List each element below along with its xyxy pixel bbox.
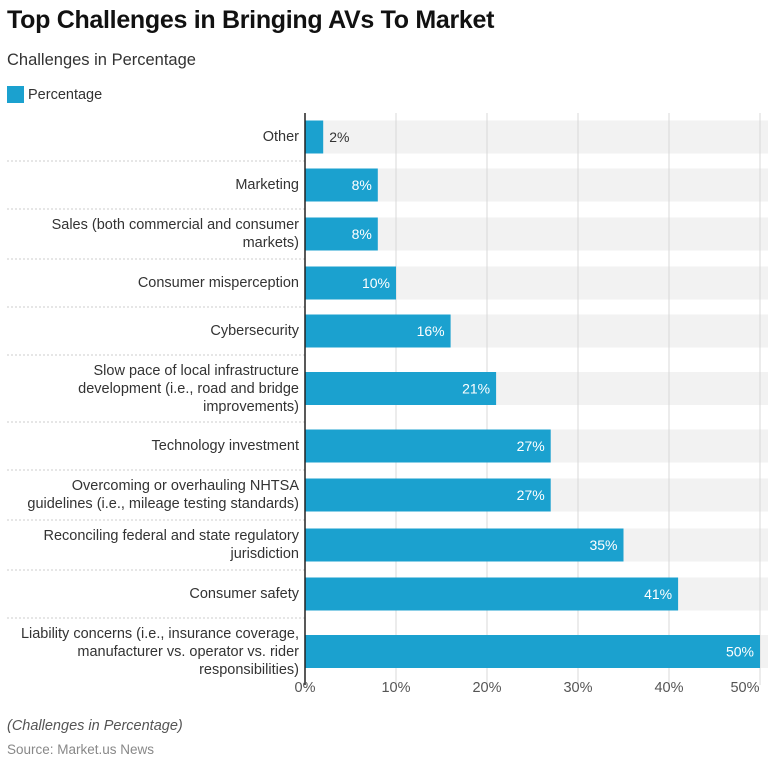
bar[interactable] xyxy=(305,429,551,463)
bar[interactable] xyxy=(305,577,679,611)
x-tick-label: 0% xyxy=(294,680,316,696)
data-label: 8% xyxy=(352,177,372,193)
data-label: 10% xyxy=(362,275,390,291)
bar[interactable] xyxy=(305,266,396,300)
bar[interactable] xyxy=(305,120,324,154)
data-label: 27% xyxy=(517,438,545,454)
data-label: 50% xyxy=(726,644,754,660)
bar-track xyxy=(305,168,768,202)
data-label: 41% xyxy=(644,586,672,602)
category-label: Technology investment xyxy=(151,438,300,454)
bar[interactable] xyxy=(305,372,497,405)
category-label: Liability concerns (i.e., insurance cove… xyxy=(20,625,299,678)
bar[interactable] xyxy=(305,217,378,251)
category-label: Cybersecurity xyxy=(210,323,299,339)
data-label: 35% xyxy=(589,537,617,553)
data-label: 21% xyxy=(462,381,490,397)
category-label: Consumer misperception xyxy=(137,275,299,291)
category-label: Consumer safety xyxy=(189,586,299,602)
x-tick-label: 40% xyxy=(654,680,684,696)
bar[interactable] xyxy=(305,478,551,512)
category-label: Sales (both commercial and consumer mark… xyxy=(51,217,299,251)
data-label: 2% xyxy=(329,129,349,145)
bar[interactable] xyxy=(305,528,624,562)
category-label: Slow pace of local infrastructure develo… xyxy=(78,362,299,415)
x-tick-label: 10% xyxy=(381,680,411,696)
x-tick-label: 50% xyxy=(730,680,760,696)
bar[interactable] xyxy=(305,168,378,202)
chart-source: Source: Market.us News xyxy=(7,742,155,757)
data-label: 27% xyxy=(517,487,545,503)
legend-label: Percentage xyxy=(28,86,103,103)
category-label: Reconciling federal and state regulatory… xyxy=(43,528,299,562)
bar[interactable] xyxy=(305,635,760,668)
bar-track xyxy=(305,217,768,251)
category-label: Other xyxy=(262,129,299,145)
category-label: Overcoming or overhauling NHTSA guidelin… xyxy=(27,478,299,512)
data-label: 16% xyxy=(417,323,445,339)
x-tick-label: 30% xyxy=(563,680,593,696)
data-label: 8% xyxy=(352,226,372,242)
bar[interactable] xyxy=(305,314,451,348)
bar-track xyxy=(305,120,768,154)
x-tick-label: 20% xyxy=(472,680,502,696)
chart-note: (Challenges in Percentage) xyxy=(7,718,183,734)
legend: Percentage xyxy=(7,86,102,103)
chart-subtitle: Challenges in Percentage xyxy=(7,51,196,69)
category-label: Marketing xyxy=(235,177,299,193)
legend-swatch xyxy=(7,86,24,103)
chart-title: Top Challenges in Bringing AVs To Market xyxy=(7,6,495,34)
